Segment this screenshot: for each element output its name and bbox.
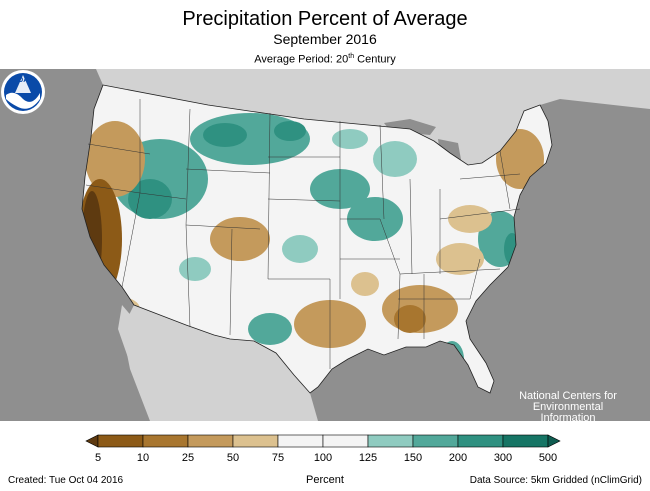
legend-tick-label: 300 <box>494 452 512 464</box>
canada-land <box>90 69 650 165</box>
data-source: Data Source: 5km Gridded (nClimGrid) <box>469 475 642 486</box>
color-legend: 5 10 25 50 75 100 125 150 200 300 500 <box>85 434 561 464</box>
legend-color-box <box>97 434 144 448</box>
page-subtitle: September 2016 <box>273 31 377 47</box>
ncei-name-line-1: National Centers for <box>519 390 617 402</box>
legend-color-bar <box>85 434 561 448</box>
ncei-name-line-3: Information <box>540 412 596 422</box>
noaa-logo-icon: NOAA <box>1 70 45 114</box>
legend-color-box <box>502 434 549 448</box>
legend-tick-label: 50 <box>227 452 239 464</box>
legend-tick-label: 500 <box>539 452 557 464</box>
legend-tick-label: 150 <box>404 452 422 464</box>
legend-color-box <box>277 434 324 448</box>
legend-tick-label: 200 <box>449 452 467 464</box>
legend-tick-label: 75 <box>272 452 284 464</box>
ncei-name-line-2: Environmental <box>532 401 604 413</box>
legend-tick-label: 5 <box>95 452 101 464</box>
average-period: Average Period: 20th Century <box>0 50 650 67</box>
legend-color-box <box>142 434 189 448</box>
legend-tick-label: 125 <box>359 452 377 464</box>
precipitation-map: NOAA National Centers for Environmental … <box>0 69 650 421</box>
conus-precipitation <box>82 85 552 393</box>
baja-land <box>118 305 160 409</box>
map-svg <box>81 69 650 421</box>
legend-tick-label: 25 <box>182 452 194 464</box>
average-period-suffix: Century <box>354 53 396 66</box>
conus-outline <box>81 84 553 394</box>
legend-color-box <box>187 434 234 448</box>
legend-high-arrow <box>547 434 561 448</box>
state-boundaries <box>85 99 521 369</box>
legend-color-box <box>322 434 369 448</box>
legend-tick-labels: 5 10 25 50 75 100 125 150 200 300 500 <box>95 452 557 464</box>
legend-color-box <box>367 434 414 448</box>
legend-tick-label: 100 <box>314 452 332 464</box>
legend-low-arrow <box>85 434 99 448</box>
legend-unit-label: Percent <box>306 474 344 486</box>
legend-color-box <box>412 434 459 448</box>
created-date: Created: Tue Oct 04 2016 <box>8 475 124 486</box>
mexico-land <box>122 305 318 421</box>
average-period-prefix: Average Period: 20 <box>254 53 349 66</box>
legend-tick-label: 10 <box>137 452 149 464</box>
average-period-superscript: th <box>348 53 355 60</box>
ncei-name: National Centers for Environmental Infor… <box>516 390 620 422</box>
page-title: Precipitation Percent of Average <box>182 8 468 30</box>
legend-color-box <box>457 434 504 448</box>
legend-color-box <box>232 434 279 448</box>
noaa-logo-text: NOAA <box>13 77 34 84</box>
